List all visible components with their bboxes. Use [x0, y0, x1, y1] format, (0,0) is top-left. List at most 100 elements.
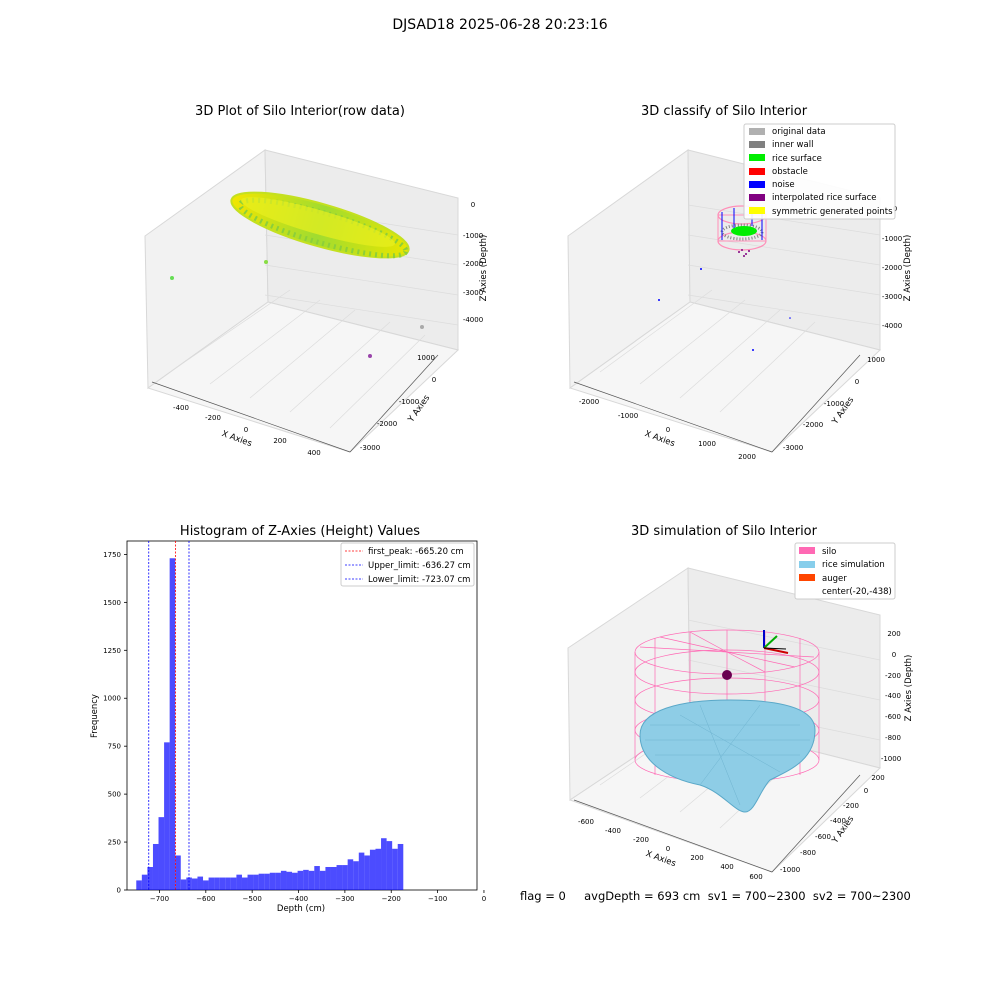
- raw-outlier-point: [264, 260, 268, 264]
- legend-label: Upper_limit: -636.27 cm: [368, 561, 471, 571]
- histogram-bar: [258, 873, 265, 890]
- raw-ytick: 0: [432, 376, 436, 384]
- sim-ytick: -1000: [780, 866, 800, 874]
- histogram-xlabel: Depth (cm): [277, 904, 325, 914]
- histogram-bar: [330, 866, 337, 890]
- histogram-ytick-label: 0: [117, 887, 121, 895]
- legend-label: first_peak: -665.20 cm: [368, 547, 464, 557]
- raw-xtick: -400: [173, 404, 189, 412]
- legend-swatch-interpolated: [749, 194, 765, 201]
- classify-xtick: -1000: [618, 412, 638, 420]
- classify-interpolated-points: [738, 249, 750, 257]
- raw-outlier-point: [368, 354, 372, 358]
- classify-noise-point: [700, 268, 702, 270]
- histogram-xtick-label: 0: [482, 895, 486, 903]
- classify-ztick: -4000: [882, 322, 902, 330]
- histogram-bar: [230, 877, 237, 890]
- sim-ytick: 200: [871, 774, 884, 782]
- legend-label: obstacle: [772, 167, 808, 177]
- histogram-bar: [136, 880, 142, 890]
- histogram-bar: [303, 869, 309, 890]
- histogram-ytick-label: 1000: [103, 695, 121, 703]
- classify-noise-point: [752, 349, 754, 351]
- legend-swatch-noise: [749, 181, 765, 188]
- histogram-bar: [319, 870, 326, 890]
- histogram-bar: [314, 866, 320, 890]
- classify-noise-point: [789, 317, 791, 319]
- sim-xtick: 200: [690, 854, 703, 862]
- sim-xtick: -400: [605, 827, 621, 835]
- classify-noise-point: [658, 299, 660, 301]
- legend-label: original data: [772, 127, 826, 137]
- histogram-bar: [292, 872, 298, 890]
- histogram-bar: [191, 878, 198, 890]
- classify-rice-surface: [731, 226, 757, 236]
- histogram-legend: first_peak: -665.20 cm Upper_limit: -636…: [340, 542, 475, 587]
- legend-swatch-obstacle: [749, 168, 765, 175]
- histogram-bar: [353, 861, 359, 890]
- histogram-ytick-label: 1500: [103, 599, 121, 607]
- raw-outlier-point: [170, 276, 174, 280]
- classify-legend: original data inner wall rice surface ob…: [743, 123, 896, 220]
- histogram-bar: [381, 838, 387, 890]
- legend-label: interpolated rice surface: [772, 193, 877, 203]
- raw-ytick: -3000: [360, 444, 380, 452]
- sim-auger-marker: [722, 670, 732, 680]
- histogram-ytick-label: 250: [108, 839, 121, 847]
- histogram-bar: [297, 870, 304, 890]
- sim-ytick: -600: [815, 833, 831, 841]
- histogram-xtick-label: −600: [196, 895, 215, 903]
- simulation-plot-title: 3D simulation of Silo Interior: [631, 524, 817, 539]
- legend-swatch-original: [749, 128, 765, 135]
- histogram-bar: [180, 879, 187, 890]
- sim-ytick: 0: [864, 787, 868, 795]
- sim-xlabel: X Axies: [644, 849, 677, 869]
- raw-ytick: -2000: [377, 420, 397, 428]
- histogram-bar: [152, 843, 159, 890]
- raw-xtick: 400: [307, 449, 320, 457]
- sim-xtick: 400: [720, 863, 733, 871]
- sim-axis-y-arrow: [763, 635, 778, 649]
- histogram-bar: [336, 865, 343, 890]
- sim-xtick: 0: [666, 845, 670, 853]
- histogram-bar: [147, 866, 153, 890]
- histogram-bar: [392, 848, 398, 890]
- classify-xtick: 1000: [698, 440, 716, 448]
- classify-zlabel: Z Axies (Depth): [903, 235, 913, 302]
- sim-ztick: 200: [887, 630, 900, 638]
- legend-label: silo: [822, 547, 836, 557]
- classify-floor-pane: [568, 301, 882, 453]
- raw-xtick: 200: [273, 437, 286, 445]
- legend-label: auger: [822, 574, 847, 584]
- histogram-xtick-label: −400: [289, 895, 308, 903]
- histogram-bar: [386, 841, 393, 890]
- legend-swatch-rice-simulation: [799, 561, 815, 568]
- sim-legend: silo rice simulation auger center(-20,-4…: [794, 542, 896, 600]
- histogram-ytick-label: 1750: [103, 551, 121, 559]
- sim-ytick: -200: [843, 802, 859, 810]
- raw-ztick: -2000: [463, 260, 483, 268]
- classify-ztick: -3000: [882, 293, 902, 301]
- legend-swatch-symmetric: [749, 207, 765, 214]
- sim-ztick: 0: [892, 651, 896, 659]
- legend-swatch-rice-surface: [749, 154, 765, 161]
- histogram-ylabel: Frequency: [90, 694, 100, 738]
- raw-ztick: -3000: [463, 289, 483, 297]
- sim-ytick: -800: [800, 849, 816, 857]
- raw-plot-title: 3D Plot of Silo Interior(row data): [195, 104, 405, 119]
- raw-ytick: 1000: [417, 354, 435, 362]
- histogram-bar: [236, 874, 242, 890]
- classify-ztick: -1000: [882, 235, 902, 243]
- histogram-bar: [186, 877, 192, 890]
- legend-label: noise: [772, 180, 795, 190]
- legend-swatch-silo: [799, 547, 815, 554]
- figure-title: DJSAD18 2025-06-28 20:23:16: [392, 17, 608, 33]
- histogram-title: Histogram of Z-Axies (Height) Values: [179, 524, 421, 539]
- sim-ztick: -1000: [881, 755, 901, 763]
- classify-ytick: -3000: [783, 444, 803, 452]
- sim-zlabel: Z Axies (Depth): [904, 655, 914, 722]
- sim-rice-surface: [639, 699, 816, 813]
- raw-rice-ring-hatch: [237, 197, 409, 259]
